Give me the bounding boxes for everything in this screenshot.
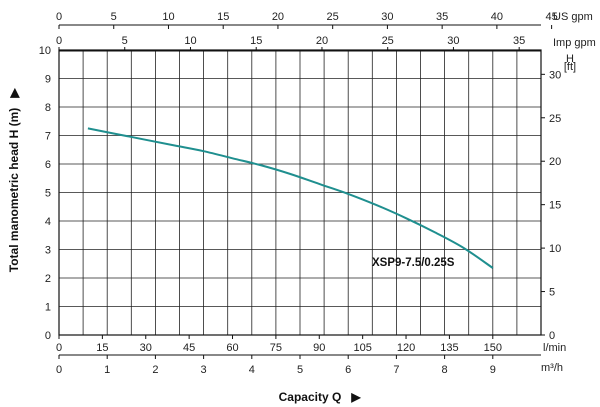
m3h-tick-label: 8	[442, 364, 448, 376]
us-gpm-tick-label: 40	[491, 11, 503, 23]
lmin-tick-label: 60	[226, 342, 238, 354]
performance-curve-xsp9	[87, 127, 494, 269]
lmin-tick-label: 120	[397, 342, 415, 354]
m3h-tick-label: 1	[104, 364, 110, 376]
lmin-tick-label: 135	[440, 342, 458, 354]
m3h-tick-label: 4	[249, 364, 255, 376]
y-left-tick-label: 10	[39, 45, 51, 57]
y-left-tick-label: 0	[45, 330, 51, 342]
imp-gpm-tick-label: 10	[184, 35, 196, 47]
lmin-tick-label: 75	[270, 342, 282, 354]
imp-gpm-tick-label: 15	[250, 35, 262, 47]
plot-frame	[58, 49, 542, 336]
ft-tick-label: 10	[549, 243, 561, 255]
y-left-tick-label: 2	[45, 273, 51, 285]
us-gpm-tick-label: 35	[436, 11, 448, 23]
lmin-tick-label: 105	[353, 342, 371, 354]
us-gpm-unit: US gpm	[553, 11, 593, 23]
m3h-unit: m³/h	[541, 362, 563, 374]
m3h-tick-label: 5	[297, 364, 303, 376]
y-left-tick-label: 6	[45, 159, 51, 171]
y-left-tick-label: 8	[45, 102, 51, 114]
series-layer: XSP9-7.5/0.25S	[87, 127, 494, 269]
right-axis-unit-h: H	[566, 53, 574, 65]
us-gpm-tick-label: 25	[327, 11, 339, 23]
axis-ticks	[58, 24, 553, 359]
series-label: XSP9-7.5/0.25S	[372, 257, 455, 269]
x-axis-arrow: ▶	[350, 390, 361, 404]
imp-gpm-tick-label: 5	[122, 35, 128, 47]
imp-gpm-tick-label: 20	[316, 35, 328, 47]
y-left-tick-label: 7	[45, 131, 51, 143]
y-axis-arrow: ▶	[7, 88, 21, 99]
lmin-tick-label: 90	[313, 342, 325, 354]
us-gpm-tick-label: 20	[272, 11, 284, 23]
imp-gpm-tick-label: 35	[513, 35, 525, 47]
x-axis-title: Capacity Q	[279, 390, 342, 404]
lmin-tick-label: 0	[56, 342, 62, 354]
ft-tick-label: 5	[549, 287, 555, 299]
us-gpm-tick-label: 15	[217, 11, 229, 23]
m3h-tick-label: 6	[345, 364, 351, 376]
us-gpm-tick-label: 0	[56, 11, 62, 23]
m3h-tick-label: 2	[152, 364, 158, 376]
lmin-tick-label: 30	[140, 342, 152, 354]
y-left-tick-label: 5	[45, 188, 51, 200]
m3h-tick-label: 9	[490, 364, 496, 376]
ft-tick-label: 25	[549, 113, 561, 125]
y-axis-title: Total manometric head H (m)	[7, 108, 21, 272]
imp-gpm-tick-label: 30	[447, 35, 459, 47]
imp-gpm-unit: Imp gpm	[553, 37, 596, 49]
ft-tick-label: 15	[549, 200, 561, 212]
y-left-tick-label: 3	[45, 245, 51, 257]
grid-lines	[58, 49, 542, 336]
us-gpm-tick-label: 10	[162, 11, 174, 23]
ft-tick-label: 30	[549, 69, 561, 81]
m3h-tick-label: 7	[393, 364, 399, 376]
y-left-tick-label: 9	[45, 74, 51, 86]
us-gpm-tick-label: 30	[381, 11, 393, 23]
ft-tick-label: 0	[549, 330, 555, 342]
y-left-tick-label: 1	[45, 302, 51, 314]
lmin-tick-label: 15	[96, 342, 108, 354]
imp-gpm-tick-label: 0	[56, 35, 62, 47]
us-gpm-tick-label: 5	[111, 11, 117, 23]
us-gpm-tick-label: 45	[545, 11, 557, 23]
ft-tick-label: 20	[549, 156, 561, 168]
right-axis-unit-ft: [ft]	[564, 61, 576, 73]
lmin-tick-label: 45	[183, 342, 195, 354]
lmin-tick-label: 150	[484, 342, 502, 354]
m3h-tick-label: 0	[56, 364, 62, 376]
y-left-tick-label: 4	[45, 216, 51, 228]
imp-gpm-tick-label: 25	[382, 35, 394, 47]
lmin-unit: l/min	[543, 342, 566, 354]
m3h-tick-label: 3	[201, 364, 207, 376]
